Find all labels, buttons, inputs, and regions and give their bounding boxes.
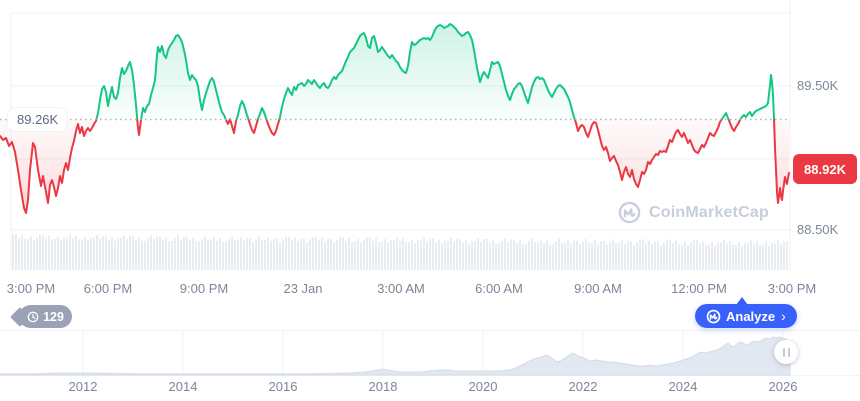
time-label: 3:00 AM xyxy=(377,281,425,296)
year-label: 2022 xyxy=(568,379,598,394)
current-price-badge: 88.92K xyxy=(793,154,857,184)
time-label: 6:00 AM xyxy=(475,281,523,296)
chevron-right-icon: › xyxy=(781,308,786,324)
coinmarketcap-watermark: CoinMarketCap xyxy=(618,201,769,224)
watermark-text: CoinMarketCap xyxy=(649,203,769,221)
time-label: 3:00 PM xyxy=(6,281,56,296)
coinmarketcap-logo-icon xyxy=(618,201,641,224)
time-label: 9:00 PM xyxy=(179,281,229,296)
year-label: 2024 xyxy=(668,379,698,394)
analyze-tooltip-pointer xyxy=(736,297,748,305)
time-label: 6:00 PM xyxy=(83,281,133,296)
year-label: 2016 xyxy=(268,379,298,394)
year-label: 2020 xyxy=(468,379,498,394)
history-count: 129 xyxy=(43,309,64,324)
history-count-badge[interactable]: 129 xyxy=(10,305,72,328)
coinmarketcap-logo-icon-small xyxy=(706,309,721,323)
navigator-handle[interactable] xyxy=(774,340,798,364)
time-label: 23 Jan xyxy=(283,281,323,296)
time-label: 9:00 AM xyxy=(574,281,622,296)
year-label: 2026 xyxy=(768,379,798,394)
y-axis-label-88-50k: 88.50K xyxy=(797,222,839,237)
time-label: 3:00 PM xyxy=(767,281,817,296)
y-axis-label-89-50k: 89.50K xyxy=(797,78,839,93)
analyze-button[interactable]: Analyze › xyxy=(695,304,797,328)
time-label: 12:00 PM xyxy=(671,281,727,296)
year-label: 2012 xyxy=(68,379,98,394)
clock-icon xyxy=(27,311,39,322)
year-label: 2014 xyxy=(168,379,198,394)
analyze-label: Analyze xyxy=(726,308,776,324)
year-label: 2018 xyxy=(368,379,398,394)
baseline-price-label: 89.26K xyxy=(8,108,68,131)
